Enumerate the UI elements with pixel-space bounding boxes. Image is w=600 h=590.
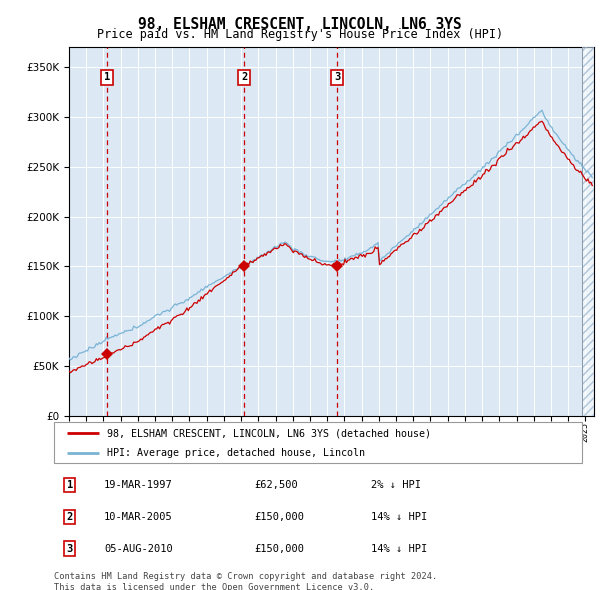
Text: Contains HM Land Registry data © Crown copyright and database right 2024.
This d: Contains HM Land Registry data © Crown c… [54, 572, 437, 590]
Text: Price paid vs. HM Land Registry's House Price Index (HPI): Price paid vs. HM Land Registry's House … [97, 28, 503, 41]
Text: £150,000: £150,000 [254, 512, 305, 522]
Text: 14% ↓ HPI: 14% ↓ HPI [371, 512, 427, 522]
Text: 19-MAR-1997: 19-MAR-1997 [104, 480, 173, 490]
Text: 05-AUG-2010: 05-AUG-2010 [104, 543, 173, 553]
Text: 1: 1 [104, 73, 110, 83]
Text: 2: 2 [67, 512, 73, 522]
Text: £62,500: £62,500 [254, 480, 298, 490]
Text: £150,000: £150,000 [254, 543, 305, 553]
Text: 2% ↓ HPI: 2% ↓ HPI [371, 480, 421, 490]
Text: 98, ELSHAM CRESCENT, LINCOLN, LN6 3YS: 98, ELSHAM CRESCENT, LINCOLN, LN6 3YS [138, 17, 462, 31]
Text: HPI: Average price, detached house, Lincoln: HPI: Average price, detached house, Linc… [107, 448, 365, 458]
Text: 3: 3 [67, 543, 73, 553]
Text: 1: 1 [67, 480, 73, 490]
Text: 10-MAR-2005: 10-MAR-2005 [104, 512, 173, 522]
Text: 14% ↓ HPI: 14% ↓ HPI [371, 543, 427, 553]
Text: 98, ELSHAM CRESCENT, LINCOLN, LN6 3YS (detached house): 98, ELSHAM CRESCENT, LINCOLN, LN6 3YS (d… [107, 428, 431, 438]
Text: 2: 2 [241, 73, 248, 83]
Text: 3: 3 [334, 73, 340, 83]
FancyBboxPatch shape [54, 422, 582, 463]
